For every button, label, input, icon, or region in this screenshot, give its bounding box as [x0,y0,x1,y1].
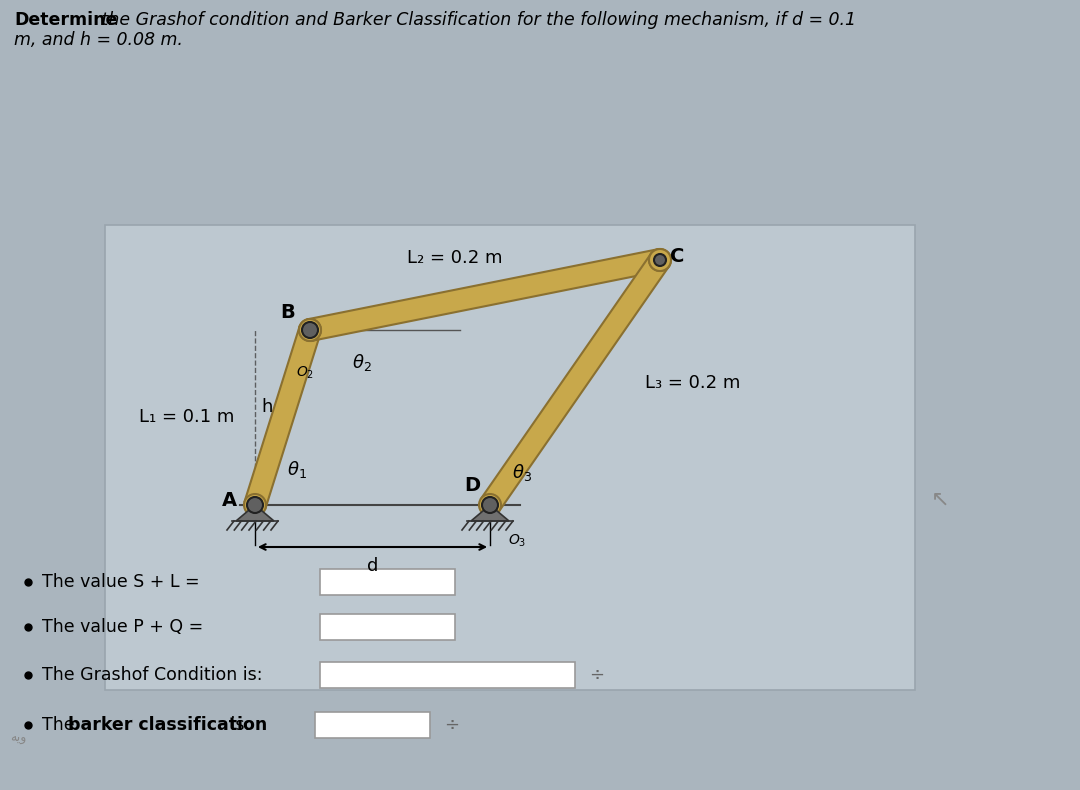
Text: $O_2$: $O_2$ [296,365,314,382]
FancyBboxPatch shape [315,712,430,738]
Circle shape [482,497,498,513]
FancyBboxPatch shape [320,569,455,595]
Text: L₂ = 0.2 m: L₂ = 0.2 m [407,249,503,267]
Text: h: h [261,398,272,416]
FancyBboxPatch shape [320,614,455,640]
Text: ÷: ÷ [445,716,459,734]
Text: The: The [42,716,80,734]
Circle shape [302,322,318,338]
FancyBboxPatch shape [320,662,575,688]
Text: D: D [464,476,480,495]
Text: Determine: Determine [14,11,118,29]
Circle shape [247,497,264,513]
Text: The Grashof Condition is:: The Grashof Condition is: [42,666,262,684]
Circle shape [649,249,671,271]
Circle shape [649,249,671,271]
Text: C: C [670,246,685,265]
Text: $\theta_3$: $\theta_3$ [512,462,532,483]
Circle shape [299,319,321,341]
Text: The value S + L =: The value S + L = [42,573,200,591]
Text: barker classification: barker classification [68,716,267,734]
Text: $\theta_1$: $\theta_1$ [287,459,307,480]
Text: A: A [221,491,237,510]
Circle shape [480,494,501,516]
Circle shape [654,254,666,266]
Polygon shape [471,505,509,521]
Polygon shape [308,249,662,340]
Text: ↖: ↖ [931,490,949,510]
Text: ÷: ÷ [590,666,605,684]
Text: ﻪﻳﻭ: ﻪﻳﻭ [10,732,26,744]
Text: is:: is: [225,716,251,734]
Text: the Grashof condition and Barker Classification for the following mechanism, if : the Grashof condition and Barker Classif… [96,11,856,29]
FancyBboxPatch shape [105,225,915,690]
Text: B: B [280,303,295,322]
Circle shape [299,319,321,341]
Polygon shape [237,505,274,521]
Text: L₃ = 0.2 m: L₃ = 0.2 m [645,374,741,392]
Polygon shape [244,327,321,508]
Text: $O_3$: $O_3$ [508,533,526,549]
Text: m, and h = 0.08 m.: m, and h = 0.08 m. [14,31,183,49]
Text: d: d [367,557,378,575]
Text: L₁ = 0.1 m: L₁ = 0.1 m [139,408,234,427]
Polygon shape [481,254,669,511]
Circle shape [244,494,266,516]
Text: The value P + Q =: The value P + Q = [42,618,203,636]
Text: $\theta_2$: $\theta_2$ [352,352,372,373]
